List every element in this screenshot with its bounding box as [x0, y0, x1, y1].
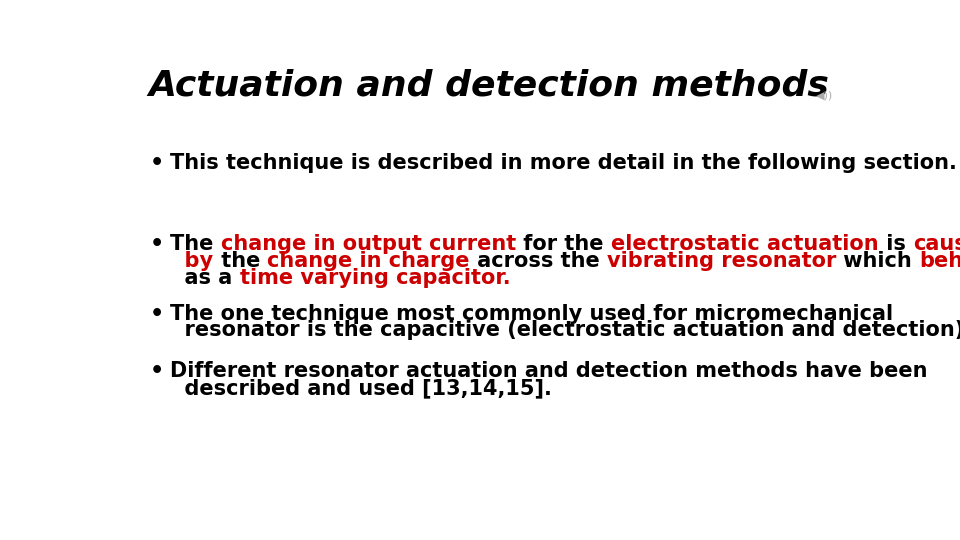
Text: which: which	[836, 251, 919, 271]
Text: electrostatic actuation: electrostatic actuation	[611, 234, 878, 254]
Text: vibrating resonator: vibrating resonator	[607, 251, 836, 271]
Text: change in output current: change in output current	[221, 234, 516, 254]
Text: resonator is the capacitive (electrostatic actuation and detection).: resonator is the capacitive (electrostat…	[170, 320, 960, 340]
Text: ◀)): ◀))	[816, 91, 833, 101]
Text: is: is	[878, 234, 913, 254]
Text: The: The	[170, 234, 221, 254]
Text: as a: as a	[170, 268, 240, 288]
Text: for the: for the	[516, 234, 611, 254]
Text: change in charge: change in charge	[267, 251, 469, 271]
Text: •: •	[150, 234, 164, 254]
Text: Different resonator actuation and detection methods have been: Different resonator actuation and detect…	[170, 361, 928, 381]
Text: •: •	[150, 153, 164, 173]
Text: the: the	[213, 251, 267, 271]
Text: behaves: behaves	[919, 251, 960, 271]
Text: This technique is described in more detail in the following section.: This technique is described in more deta…	[170, 153, 957, 173]
Text: caused: caused	[913, 234, 960, 254]
Text: Actuation and detection methods: Actuation and detection methods	[148, 69, 829, 103]
Text: described and used [13,14,15].: described and used [13,14,15].	[170, 378, 552, 398]
Text: across the: across the	[469, 251, 607, 271]
Text: •: •	[150, 303, 164, 323]
Text: •: •	[150, 361, 164, 381]
Text: The one technique most commonly used for micromechanical: The one technique most commonly used for…	[170, 303, 894, 323]
Text: time varying capacitor.: time varying capacitor.	[240, 268, 511, 288]
Text: by: by	[170, 251, 213, 271]
